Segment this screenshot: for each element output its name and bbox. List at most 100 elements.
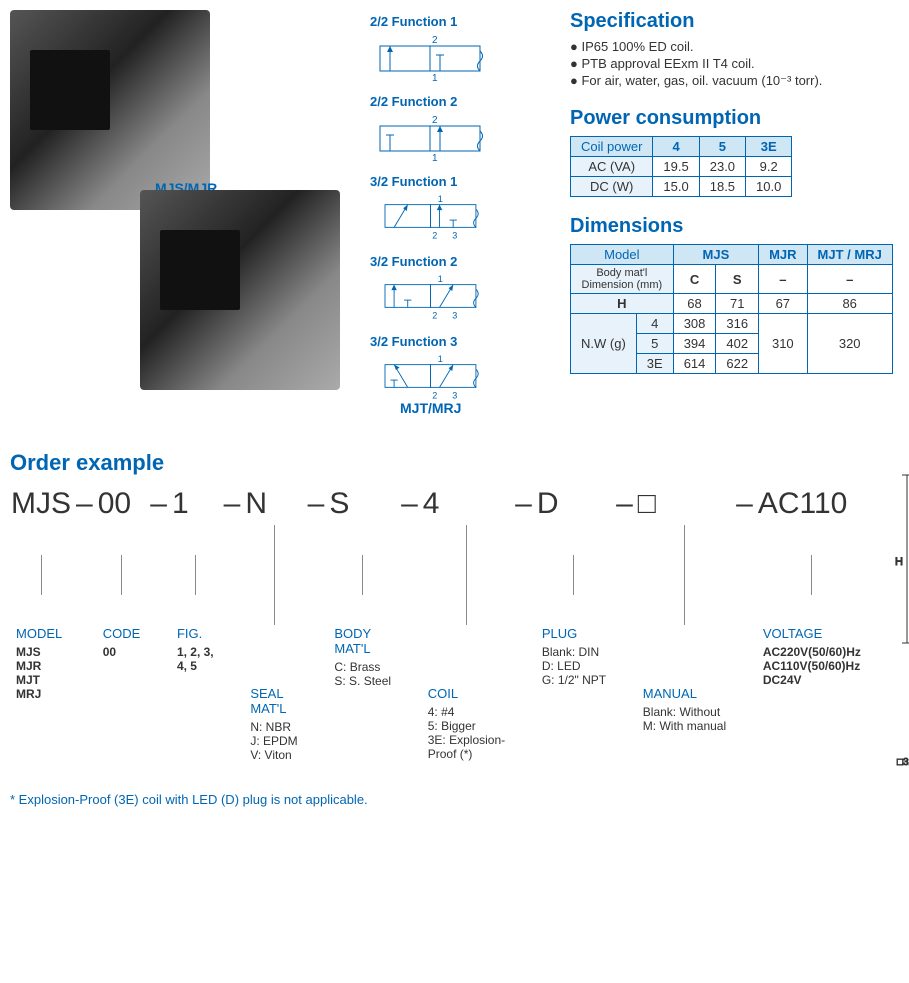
order-title: Order example — [10, 450, 867, 476]
power-r0c0: AC (VA) — [571, 157, 653, 177]
group-model: MODEL MJS MJR MJT MRJ — [10, 626, 72, 762]
group-code: CODE 00 — [97, 626, 147, 762]
dim-nw-20: 614 — [673, 354, 716, 374]
svg-text:□32: □32 — [897, 757, 909, 768]
power-h3: 3E — [746, 137, 792, 157]
svg-text:3: 3 — [452, 390, 457, 400]
dim-nw-k0: 4 — [636, 314, 673, 334]
dim-H3: 86 — [807, 294, 892, 314]
dim-m0: MJS — [673, 245, 758, 265]
part-7: □ — [637, 486, 732, 522]
svg-text:2: 2 — [432, 115, 438, 126]
dimensions-table: Model MJS MJR MJT / MRJ Body mat'l Dimen… — [570, 244, 893, 374]
dim-m2: MJT / MRJ — [807, 245, 892, 265]
dim-sub2: – — [759, 265, 807, 294]
power-r0c2: 23.0 — [699, 157, 745, 177]
svg-text:1: 1 — [438, 354, 443, 364]
dim-nw-01: 316 — [716, 314, 759, 334]
func-label-2: 3/2 Function 1 — [370, 174, 550, 189]
dim-H-label: H — [571, 294, 674, 314]
dim-nw-k2: 3E — [636, 354, 673, 374]
photo-mjt-mrj — [140, 190, 340, 390]
dim-NW-label: N.W (g) — [571, 314, 637, 374]
svg-text:3: 3 — [452, 310, 457, 320]
footnote: * Explosion-Proof (3E) coil with LED (D)… — [10, 792, 867, 807]
drawing-side: 53 G1/4 H — [887, 440, 909, 660]
power-r0c3: 9.2 — [746, 157, 792, 177]
svg-text:1: 1 — [438, 274, 443, 284]
svg-text:2: 2 — [432, 35, 438, 46]
dim-sub1: S — [716, 265, 759, 294]
power-r1c0: DC (W) — [571, 177, 653, 197]
part-1: 00 — [97, 486, 147, 522]
part-6: D — [536, 486, 612, 522]
svg-text:2: 2 — [432, 390, 437, 400]
power-table: Coil power 4 5 3E AC (VA) 19.5 23.0 9.2 … — [570, 136, 792, 197]
part-2: 1 — [171, 486, 220, 522]
part-0: MJS — [10, 486, 72, 522]
drawings: 53 G1/4 H 24 10.2 — [887, 440, 909, 860]
group-plug: PLUG Blank: DIN D: LED G: 1/2" NPT — [536, 626, 612, 762]
power-title: Power consumption — [570, 107, 899, 130]
svg-text:1: 1 — [432, 153, 438, 161]
svg-text:1: 1 — [432, 73, 438, 81]
group-fig: FIG. 1, 2, 3, 4, 5 — [171, 626, 220, 762]
dim-sub0: C — [673, 265, 716, 294]
func-label-0: 2/2 Function 1 — [370, 14, 550, 29]
dim-nw-11: 402 — [716, 334, 759, 354]
power-r1c1: 15.0 — [653, 177, 699, 197]
group-voltage: VOLTAGE AC220V(50/60)Hz AC110V(50/60)Hz … — [757, 626, 867, 762]
dim-H2: 67 — [759, 294, 807, 314]
func-diagram-1: 21 — [370, 111, 500, 161]
product-photos: MJS/MJR MJT/MRJ — [10, 10, 350, 410]
dim-title: Dimensions — [570, 215, 899, 238]
group-manual: MANUAL Blank: Without M: With manual — [637, 626, 732, 762]
group-body: BODY MAT'L C: Brass S: S. Steel — [328, 626, 397, 762]
dim-model-h: Model — [571, 245, 674, 265]
func-label-1: 2/2 Function 2 — [370, 94, 550, 109]
func-label-3: 3/2 Function 2 — [370, 254, 550, 269]
spec-list: IP65 100% ED coil. PTB approval EExm II … — [570, 39, 899, 89]
svg-text:2: 2 — [432, 310, 437, 320]
dim-H1: 71 — [716, 294, 759, 314]
func-diagram-0: 21 — [370, 31, 500, 81]
photo-caption-2: MJT/MRJ — [400, 400, 461, 416]
dim-m1: MJR — [759, 245, 807, 265]
dim-nw-10: 394 — [673, 334, 716, 354]
dim-nw-21: 622 — [716, 354, 759, 374]
power-r0c1: 19.5 — [653, 157, 699, 177]
dim-bodymatl: Body mat'l Dimension (mm) — [571, 265, 674, 294]
svg-text:1: 1 — [438, 194, 443, 204]
dim-nw-k1: 5 — [636, 334, 673, 354]
func-label-4: 3/2 Function 3 — [370, 334, 550, 349]
order-example-section: Order example MJS– 00– 1– N– S– 4– D– □–… — [10, 440, 867, 807]
part-5: 4 — [422, 486, 511, 522]
func-diagram-4: 1 2 3 — [370, 351, 500, 401]
power-h0: Coil power — [571, 137, 653, 157]
power-h1: 4 — [653, 137, 699, 157]
svg-text:H: H — [895, 556, 903, 568]
part-8: AC110 — [757, 486, 867, 522]
dim-H0: 68 — [673, 294, 716, 314]
function-diagrams: 2/2 Function 1 21 2/2 Function 2 21 3/2 … — [370, 10, 550, 410]
func-diagram-2: 1 2 3 — [370, 191, 500, 241]
svg-text:3: 3 — [452, 230, 457, 240]
svg-text:2: 2 — [432, 230, 437, 240]
part-3: N — [244, 486, 303, 522]
drawing-top: 24 10.2 ø4.3 ø9.0 □32 68 — [887, 670, 909, 850]
spec-item: PTB approval EExm II T4 coil. — [570, 56, 899, 71]
specs-column: Specification IP65 100% ED coil. PTB app… — [570, 10, 899, 410]
part-4: S — [328, 486, 397, 522]
spec-item: IP65 100% ED coil. — [570, 39, 899, 54]
group-seal: SEAL MAT'L N: NBR J: EPDM V: Viton — [244, 626, 303, 762]
dim-sub3: – — [807, 265, 892, 294]
spec-item: For air, water, gas, oil. vacuum (10⁻³ t… — [570, 73, 899, 89]
power-h2: 5 — [699, 137, 745, 157]
order-code-tree: MJS– 00– 1– N– S– 4– D– □– AC110 — [10, 486, 867, 762]
func-diagram-3: 1 2 3 — [370, 271, 500, 321]
power-r1c3: 10.0 — [746, 177, 792, 197]
dim-nw-00: 308 — [673, 314, 716, 334]
power-r1c2: 18.5 — [699, 177, 745, 197]
group-coil: COIL 4: #4 5: Bigger 3E: Explosion- Proo… — [422, 626, 511, 762]
dim-nw-02: 310 — [759, 314, 807, 374]
